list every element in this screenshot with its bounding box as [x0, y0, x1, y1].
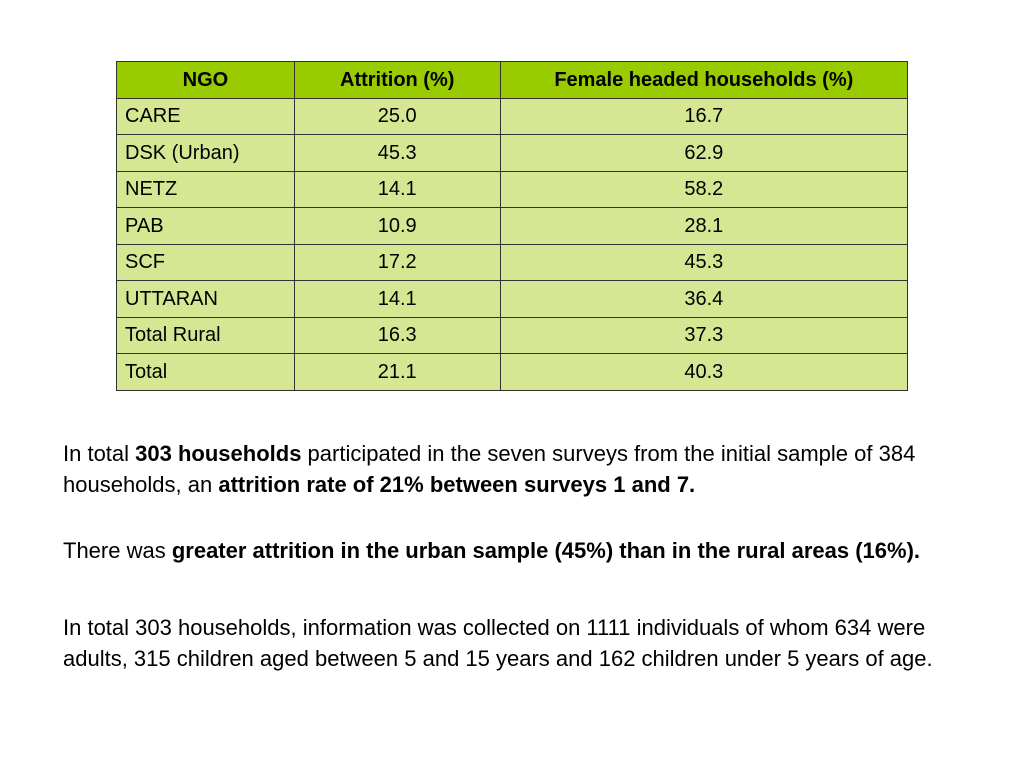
- p1-text-1: In total: [63, 441, 136, 466]
- cell-female-headed: 37.3: [499, 316, 909, 354]
- cell-female-headed: 36.4: [499, 280, 909, 318]
- cell-ngo: SCF: [116, 243, 295, 281]
- table-row: CARE 25.0 16.7: [116, 97, 909, 135]
- cell-ngo: PAB: [116, 207, 295, 245]
- cell-female-headed: 16.7: [499, 97, 909, 135]
- cell-attrition: 17.2: [293, 243, 501, 281]
- header-female-headed: Female headed households (%): [499, 61, 909, 99]
- attrition-table: NGO Attrition (%) Female headed househol…: [116, 61, 909, 391]
- p2-bold-1: greater attrition in the urban sample (4…: [171, 538, 921, 563]
- table-row: NETZ 14.1 58.2: [116, 170, 909, 208]
- cell-ngo: Total Rural: [116, 316, 295, 354]
- header-ngo: NGO: [116, 61, 295, 99]
- cell-ngo: DSK (Urban): [116, 134, 295, 172]
- p1-bold-2: attrition rate of 21% between surveys 1 …: [218, 472, 696, 497]
- p2-text-1: There was: [63, 538, 172, 563]
- summary-paragraph-attrition: There was greater attrition in the urban…: [63, 535, 923, 566]
- cell-female-headed: 62.9: [499, 134, 909, 172]
- cell-female-headed: 28.1: [499, 207, 909, 245]
- cell-ngo: NETZ: [116, 170, 295, 208]
- table-row: DSK (Urban) 45.3 62.9: [116, 134, 909, 172]
- cell-attrition: 16.3: [293, 316, 501, 354]
- cell-attrition: 25.0: [293, 97, 501, 135]
- table-row: Total Rural 16.3 37.3: [116, 316, 909, 354]
- header-attrition: Attrition (%): [293, 61, 501, 99]
- cell-attrition: 14.1: [293, 170, 501, 208]
- summary-paragraph-households: In total 303 households participated in …: [63, 438, 993, 500]
- cell-attrition: 10.9: [293, 207, 501, 245]
- p1-text-2: participated in the seven surveys from t…: [63, 441, 916, 497]
- summary-paragraph-individuals: In total 303 households, information was…: [63, 612, 943, 674]
- p3-text-1: In total 303 households, information was…: [63, 615, 933, 671]
- cell-female-headed: 45.3: [499, 243, 909, 281]
- cell-ngo: UTTARAN: [116, 280, 295, 318]
- cell-ngo: Total: [116, 353, 295, 391]
- table-header-row: NGO Attrition (%) Female headed househol…: [116, 61, 909, 99]
- p1-bold-1: 303 households: [135, 441, 302, 466]
- table-row: PAB 10.9 28.1: [116, 207, 909, 245]
- cell-attrition: 14.1: [293, 280, 501, 318]
- table-row: Total 21.1 40.3: [116, 353, 909, 391]
- table-row: UTTARAN 14.1 36.4: [116, 280, 909, 318]
- cell-ngo: CARE: [116, 97, 295, 135]
- cell-attrition: 45.3: [293, 134, 501, 172]
- table-row: SCF 17.2 45.3: [116, 243, 909, 281]
- cell-female-headed: 40.3: [499, 353, 909, 391]
- cell-attrition: 21.1: [293, 353, 501, 391]
- cell-female-headed: 58.2: [499, 170, 909, 208]
